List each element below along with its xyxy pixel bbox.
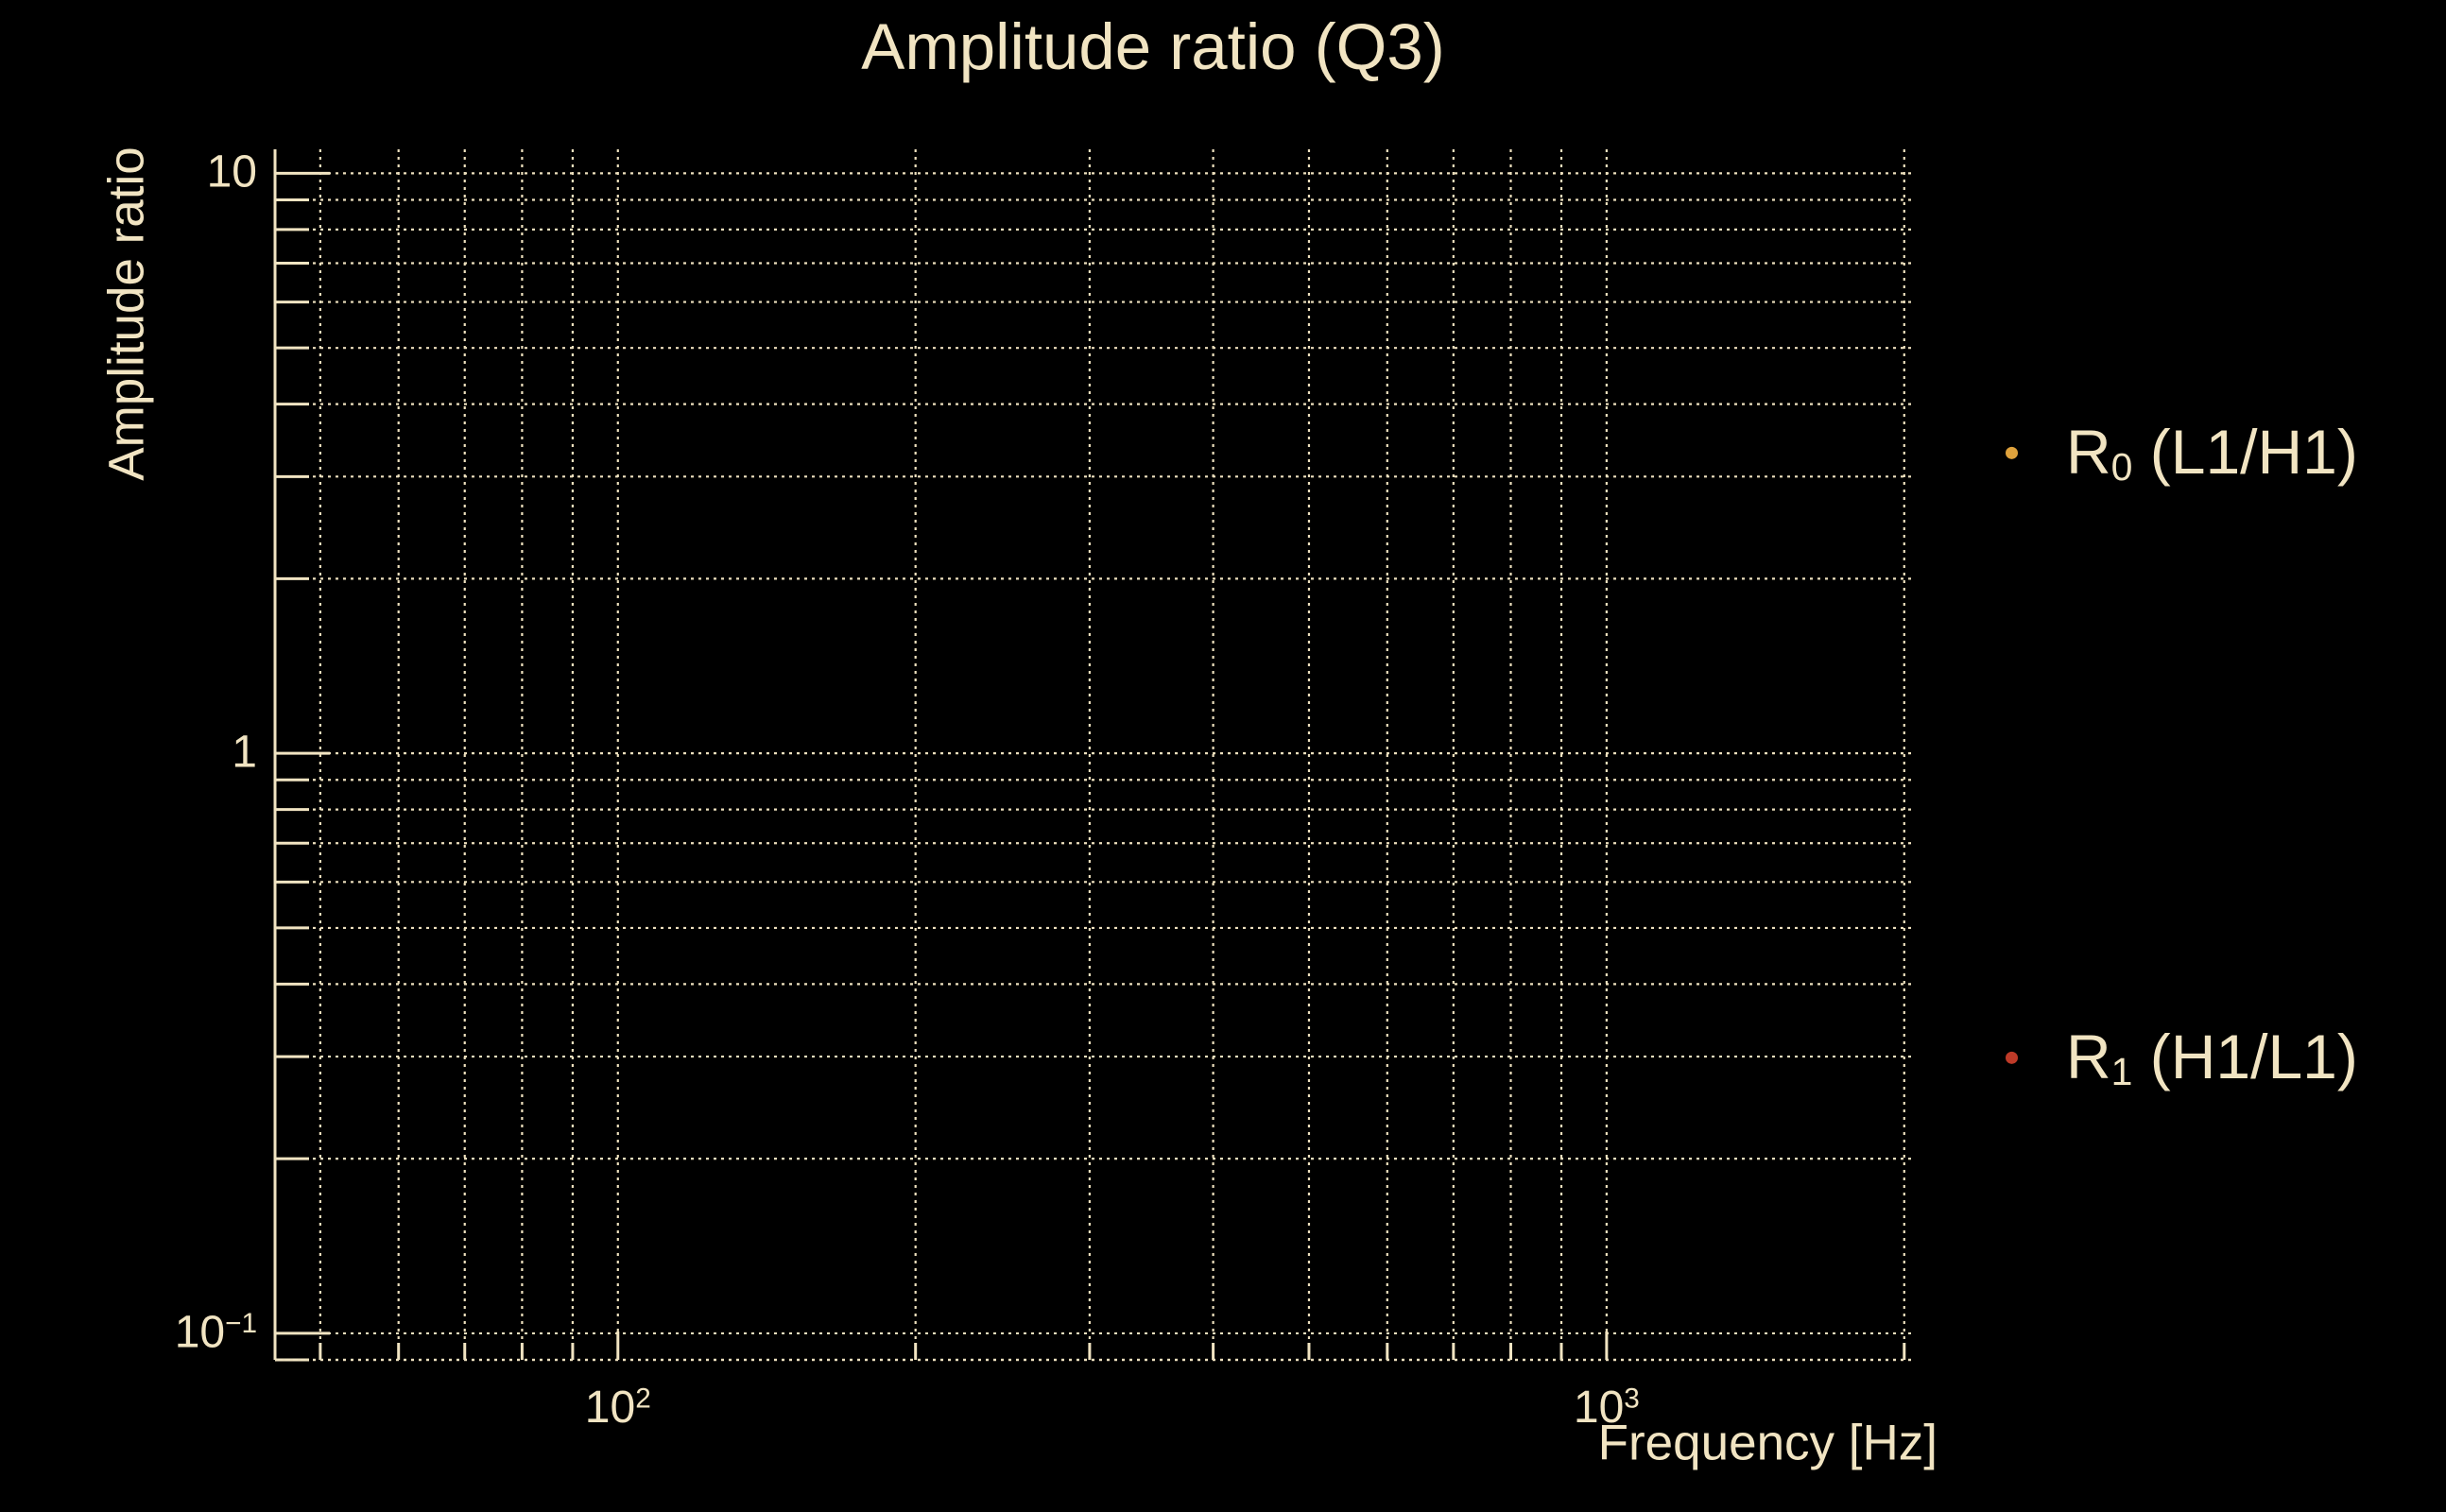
legend-label-r0-base: R [2066, 416, 2111, 487]
legend-label-r1-rest: (H1/L1) [2132, 1021, 2358, 1091]
x-tick-label-1000-base: 10 [1573, 1383, 1625, 1433]
x-tick-label-100-exponent: 2 [635, 1383, 651, 1415]
x-tick-label-1000: 103 [1574, 1382, 1640, 1434]
legend-marker-r0-dot-icon [2006, 446, 2018, 459]
legend-label-r0: R0 (L1/H1) [2066, 416, 2358, 490]
x-tick-label-100-base: 10 [584, 1383, 636, 1433]
x-axis-label: Frequency [Hz] [1597, 1415, 1938, 1471]
legend-entry-r1: R1 (H1/L1) [2006, 1021, 2358, 1094]
x-tick-label-1000-exponent: 3 [1624, 1383, 1640, 1415]
y-tick-label-10: 10 [207, 146, 257, 198]
legend-marker-r1-dot-icon [2006, 1051, 2018, 1064]
legend-label-r1: R1 (H1/L1) [2066, 1021, 2358, 1094]
legend-label-r1-sub: 1 [2110, 1050, 2133, 1094]
x-tick-label-100: 102 [585, 1382, 651, 1434]
legend-entry-r0: R0 (L1/H1) [2006, 416, 2358, 490]
y-tick-label-0.1: 10−1 [175, 1306, 257, 1358]
legend-label-r0-sub: 0 [2110, 445, 2133, 490]
legend-label-r1-base: R [2066, 1021, 2111, 1091]
y-tick-label-0.1-exponent: −1 [225, 1307, 257, 1339]
y-tick-label-1-base: 1 [232, 727, 257, 778]
y-tick-label-1: 1 [232, 727, 257, 779]
chart-title: Amplitude ratio (Q3) [861, 10, 1445, 83]
y-tick-label-10-base: 10 [206, 146, 257, 198]
y-tick-label-0.1-base: 10 [174, 1307, 226, 1358]
legend-label-r0-rest: (L1/H1) [2132, 416, 2358, 487]
